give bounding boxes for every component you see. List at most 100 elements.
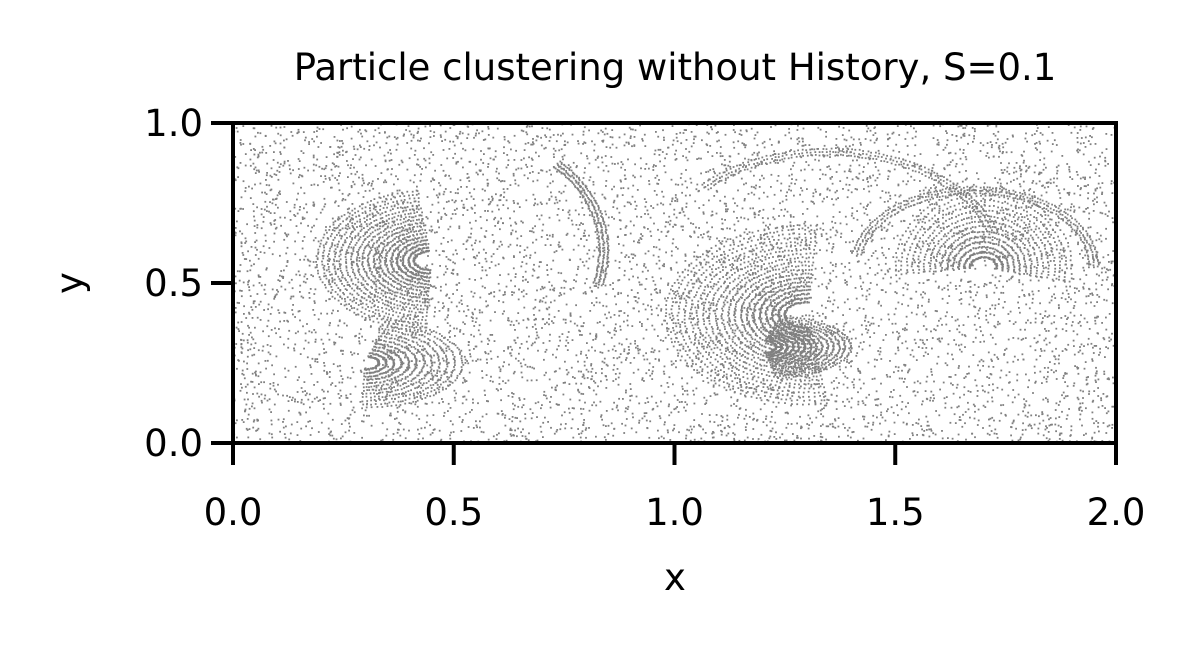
particle-point [771,282,773,284]
particle-point [914,135,917,138]
particle-point [1055,347,1057,350]
particle-point [964,207,967,209]
particle-point [775,371,778,374]
particle-point [1111,283,1114,285]
particle-point [846,150,848,152]
particle-point [839,368,841,371]
particle-point [1099,351,1101,354]
particle-point [821,304,823,307]
particle-point [417,428,419,431]
particle-point [256,156,259,159]
particle-point [247,281,250,283]
particle-point [674,301,677,304]
particle-point [275,355,278,358]
particle-point [254,149,256,151]
particle-point [994,134,997,137]
particle-point [383,332,385,334]
particle-point [512,408,515,411]
particle-point [413,174,416,177]
particle-point [1031,197,1034,199]
particle-point [1066,208,1069,211]
particle-point [484,210,486,212]
particle-point [337,165,340,168]
particle-point [1084,361,1087,363]
particle-point [935,221,938,224]
particle-point [719,242,722,244]
particle-point [647,269,649,272]
particle-point [573,279,575,281]
particle-point [672,383,674,386]
particle-point [818,314,821,317]
particle-point [887,270,890,273]
particle-point [934,187,937,190]
particle-point [762,421,765,423]
particle-point [412,181,415,184]
particle-point [546,274,549,276]
particle-point [719,334,722,337]
particle-point [489,201,492,203]
particle-point [613,428,615,430]
particle-point [806,244,808,247]
particle-point [834,222,837,224]
particle-point [1046,316,1049,318]
particle-point [404,410,407,413]
particle-point [663,365,666,368]
particle-point [302,152,305,154]
particle-point [1089,226,1092,229]
particle-point [689,194,691,197]
particle-point [495,438,498,440]
particle-point [983,285,985,288]
particle-point [812,315,815,318]
particle-point [829,228,832,231]
particle-point [517,184,520,187]
particle-point [617,293,620,295]
particle-point [799,396,801,399]
particle-point [727,425,730,427]
particle-point [269,145,272,147]
particle-point [753,174,755,177]
particle-point [582,235,585,237]
particle-point [565,199,568,202]
particle-point [962,152,965,154]
particle-point [944,268,946,271]
particle-point [733,243,735,246]
particle-point [770,415,773,418]
particle-point [688,263,691,266]
particle-point [566,373,569,376]
particle-point [438,402,441,405]
particle-point [433,354,435,357]
particle-point [848,262,851,264]
particle-point [271,253,274,256]
particle-point [251,317,254,319]
particle-point [860,285,862,288]
particle-point [336,260,338,262]
particle-point [962,413,964,416]
particle-point [946,132,948,134]
particle-point [745,408,747,411]
particle-point [863,251,865,254]
particle-point [915,290,918,293]
particle-point [919,180,921,182]
particle-point [406,142,409,144]
particle-point [427,255,429,257]
particle-point [624,424,627,427]
particle-point [716,237,718,240]
particle-point [283,162,286,165]
particle-point [1015,170,1018,173]
particle-point [278,280,281,282]
particle-point [504,291,506,293]
particle-point [753,151,756,154]
particle-point [1027,411,1030,414]
particle-point [473,188,476,191]
particle-point [668,215,671,218]
particle-point [819,409,822,412]
particle-point [1096,232,1099,234]
particle-point [466,173,469,175]
particle-point [925,216,928,218]
particle-point [1036,148,1038,151]
particle-point [339,402,342,405]
particle-point [1084,178,1086,180]
particle-point [462,147,464,150]
particle-point [706,346,708,349]
particle-point [660,308,663,310]
